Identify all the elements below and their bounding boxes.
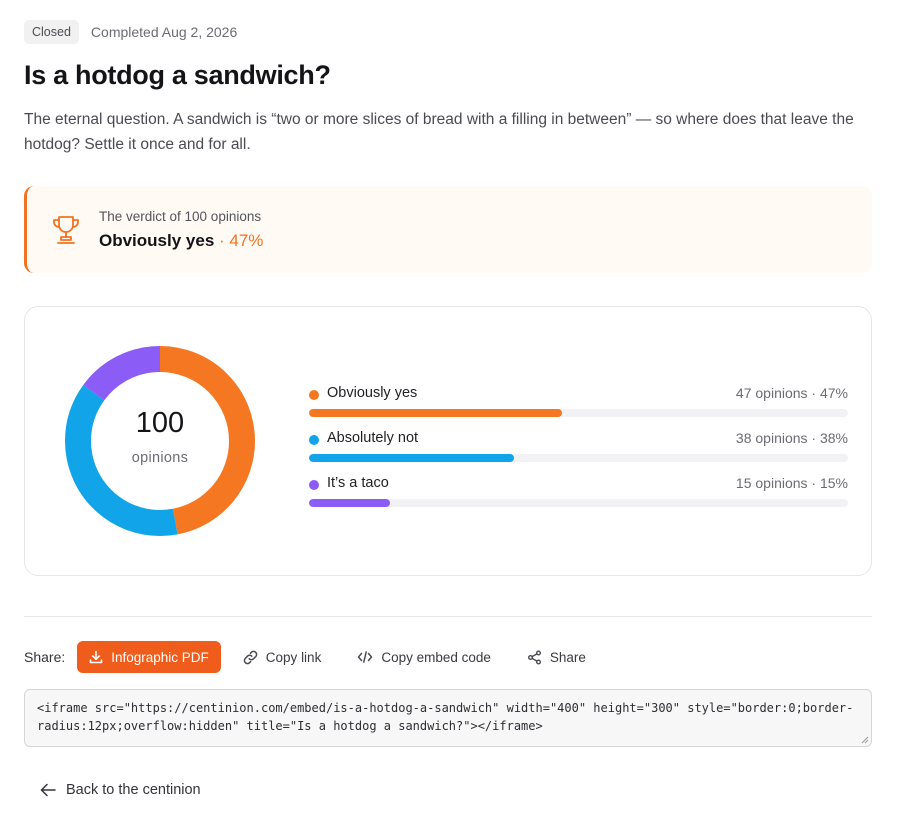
verdict-panel: The verdict of 100 opinions Obviously ye… [24,186,872,273]
option-row-absolutely-not: Absolutely not 38 opinions · 38% [309,428,848,462]
donut-segment [65,346,255,536]
option-name: It’s a taco [327,475,389,491]
option-stats: 15 opinions · 15% [735,475,848,491]
divider [24,616,872,617]
option-row-obviously-yes: Obviously yes 47 opinions · 47% [309,383,848,417]
status-badge: Closed [24,20,79,44]
option-name: Obviously yes [327,385,418,401]
share-toolbar: Share: Infographic PDF Copy link Copy em… [24,641,622,673]
option-progress-track [309,454,848,462]
copy-embed-code-button[interactable]: Copy embed code [357,650,491,665]
share-label: Share: [24,649,66,665]
embed-code-text: <iframe src="https://centinion.com/embed… [37,701,854,733]
option-color-dot [309,480,319,490]
verdict-label: The verdict of 100 opinions [99,209,262,224]
option-stats: 47 opinions · 47% [735,385,848,401]
verdict-percent: · 47% [219,231,264,250]
verdict-winner: Obviously yes [99,231,215,250]
option-progress-track [309,409,848,417]
option-progress-fill [309,409,563,417]
link-icon [243,650,258,664]
share-label-text: Share [549,649,586,665]
completed-date: Completed Aug 2, 2026 [90,24,238,40]
download-icon [89,650,103,664]
option-row-its-a-taco: It’s a taco 15 opinions · 15% [309,473,848,507]
poll-description: The eternal question. A sandwich is “two… [24,111,854,153]
total-label: opinions [131,450,189,466]
verdict-result: Obviously yes · 47% [99,231,263,251]
total-count: 100 [135,407,185,439]
embed-code-textarea[interactable]: <iframe src="https://centinion.com/embed… [24,689,872,747]
donut-segment [65,346,255,536]
infographic-pdf-label: Infographic PDF [111,649,209,665]
resize-handle-icon[interactable] [861,736,869,744]
donut-chart [65,346,255,536]
copy-link-label: Copy link [265,649,322,665]
option-progress-track [309,499,848,507]
meta-row: Closed Completed Aug 2, 2026 [24,20,237,44]
option-name: Absolutely not [327,430,419,446]
results-card: 100 opinions Obviously yes 47 opinions ·… [24,306,872,576]
back-link-label: Back to the centinion [66,782,201,798]
back-link[interactable]: Back to the centinion [40,782,201,798]
copy-embed-code-label: Copy embed code [381,649,491,665]
option-color-dot [309,435,319,445]
infographic-pdf-button[interactable]: Infographic PDF [77,641,221,673]
copy-link-button[interactable]: Copy link [243,649,322,665]
trophy-icon [53,216,79,244]
option-progress-fill [309,454,514,462]
code-icon [358,651,373,663]
page-title: Is a hotdog a sandwich? [24,60,331,90]
arrow-left-icon [40,783,56,797]
share-icon [527,650,541,664]
share-button[interactable]: Share [527,650,586,665]
option-color-dot [309,390,319,400]
option-stats: 38 opinions · 38% [735,430,848,446]
option-progress-fill [309,499,390,507]
